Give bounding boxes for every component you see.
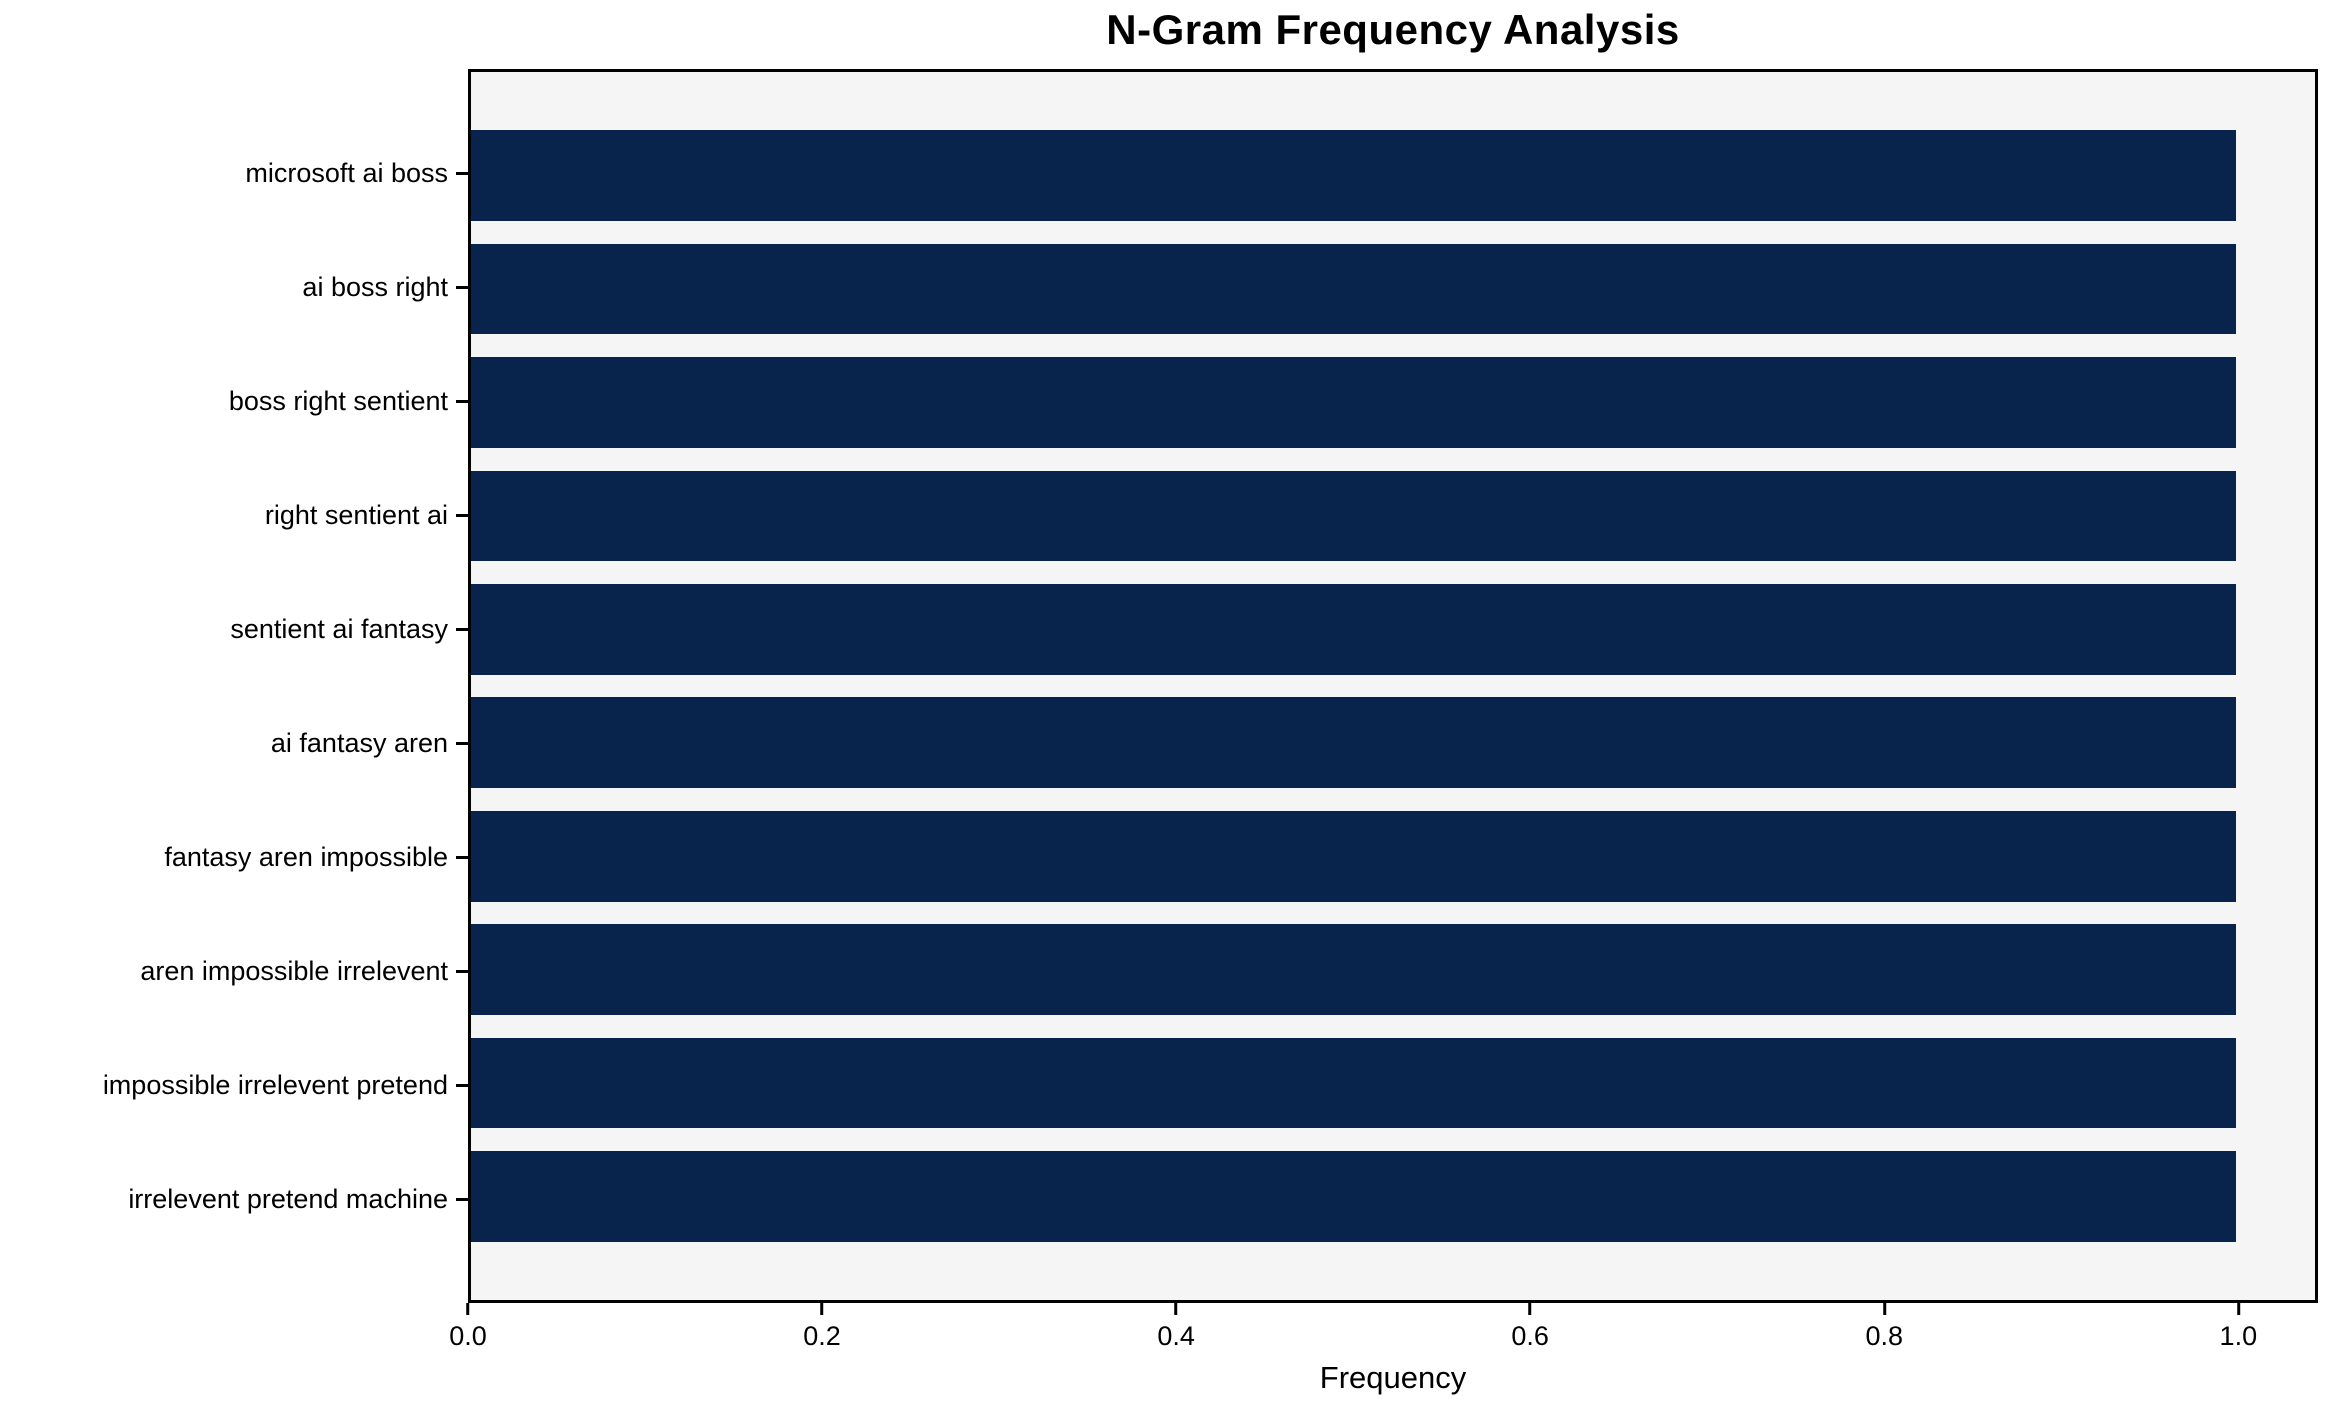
x-tick-label: 0.2: [803, 1321, 841, 1351]
y-tick-label: aren impossible irrelevent: [140, 955, 448, 986]
y-tick-mark: [456, 627, 468, 631]
y-tick-row: microsoft ai boss: [0, 116, 468, 230]
x-tick-label: 0.6: [1511, 1321, 1549, 1351]
x-tick: 0.6: [1511, 1303, 1549, 1352]
x-tick-label: 0.4: [1157, 1321, 1195, 1351]
x-tick-mark: [820, 1303, 824, 1315]
y-tick-label: ai fantasy aren: [270, 727, 448, 758]
y-tick-row: aren impossible irrelevent: [0, 914, 468, 1028]
y-tick-mark: [456, 855, 468, 859]
y-tick-label: microsoft ai boss: [245, 157, 448, 188]
y-tick-label: fantasy aren impossible: [164, 841, 448, 872]
bar-row: [471, 119, 2315, 232]
y-tick-label: boss right sentient: [228, 385, 448, 416]
x-tick-label: 1.0: [2219, 1321, 2258, 1351]
plot-area: [468, 69, 2318, 1303]
bar: [471, 130, 2236, 222]
bars-container: [471, 72, 2315, 1300]
y-tick-mark: [456, 399, 468, 403]
y-tick-label: right sentient ai: [264, 499, 448, 530]
y-tick-mark: [456, 513, 468, 517]
x-tick: 0.4: [1157, 1303, 1195, 1352]
bar-row: [471, 1026, 2315, 1139]
x-tick-mark: [1882, 1303, 1886, 1315]
y-tick-row: sentient ai fantasy: [0, 572, 468, 686]
y-axis-labels: microsoft ai boss ai boss right boss right…: [0, 69, 468, 1303]
y-tick-mark: [456, 1197, 468, 1201]
bar-row: [471, 686, 2315, 799]
x-tick-label: 0.8: [1865, 1321, 1904, 1351]
x-tick-mark: [1174, 1303, 1178, 1315]
x-tick-label: 0.0: [449, 1321, 487, 1351]
bar-row: [471, 573, 2315, 686]
bar: [471, 1037, 2236, 1129]
y-tick-row: ai boss right: [0, 230, 468, 344]
y-tick-row: impossible irrelevent pretend: [0, 1028, 468, 1142]
bar-row: [471, 799, 2315, 912]
y-tick-label: irrelevent pretend machine: [128, 1183, 448, 1214]
y-tick-label: impossible irrelevent pretend: [102, 1069, 448, 1100]
x-tick-mark: [1528, 1303, 1532, 1315]
x-tick-mark: [2236, 1303, 2240, 1315]
bar-row: [471, 1140, 2315, 1253]
bar: [471, 357, 2236, 448]
x-axis-ticks: 0.0 0.2 0.4 0.6 0.8 1.0: [449, 1303, 2318, 1363]
y-tick-row: boss right sentient: [0, 344, 468, 458]
y-tick-mark: [456, 285, 468, 289]
y-tick-row: fantasy aren impossible: [0, 800, 468, 914]
bar: [471, 470, 2236, 562]
y-tick-mark: [456, 969, 468, 973]
bar-row: [471, 346, 2315, 459]
y-tick-label: ai boss right: [302, 271, 448, 302]
x-tick-mark: [466, 1303, 470, 1315]
chart-title: N-Gram Frequency Analysis: [1106, 6, 1680, 53]
y-tick-mark: [456, 171, 468, 175]
bar: [471, 1151, 2236, 1242]
x-axis-label: Frequency: [1319, 1360, 1467, 1395]
y-tick-row: irrelevent pretend machine: [0, 1142, 468, 1256]
x-tick: 1.0: [2219, 1303, 2258, 1352]
bar: [471, 810, 2236, 902]
y-tick-row: right sentient ai: [0, 458, 468, 572]
y-tick-row: ai fantasy aren: [0, 686, 468, 800]
bar: [471, 697, 2236, 789]
bar-row: [471, 459, 2315, 572]
bar: [471, 924, 2236, 1015]
bar: [471, 583, 2236, 675]
bar-row: [471, 913, 2315, 1026]
y-tick-label: sentient ai fantasy: [230, 613, 448, 644]
y-tick-mark: [456, 1083, 468, 1087]
y-tick-mark: [456, 741, 468, 745]
x-tick: 0.0: [449, 1303, 487, 1352]
x-tick: 0.2: [803, 1303, 841, 1352]
bar: [471, 243, 2236, 335]
x-tick: 0.8: [1865, 1303, 1903, 1352]
bar-row: [471, 232, 2315, 345]
